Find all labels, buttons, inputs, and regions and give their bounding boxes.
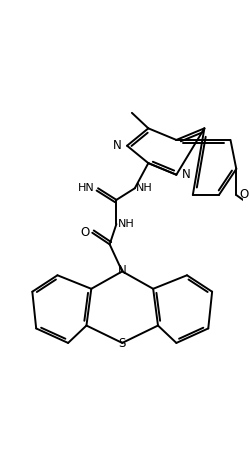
Text: HN: HN (78, 183, 95, 193)
Text: O: O (239, 187, 248, 200)
Text: N: N (182, 168, 191, 181)
Text: O: O (81, 226, 90, 239)
Text: S: S (118, 337, 126, 350)
Text: N: N (112, 139, 121, 152)
Text: NH: NH (136, 183, 153, 193)
Text: N: N (118, 263, 126, 276)
Text: NH: NH (118, 219, 134, 229)
